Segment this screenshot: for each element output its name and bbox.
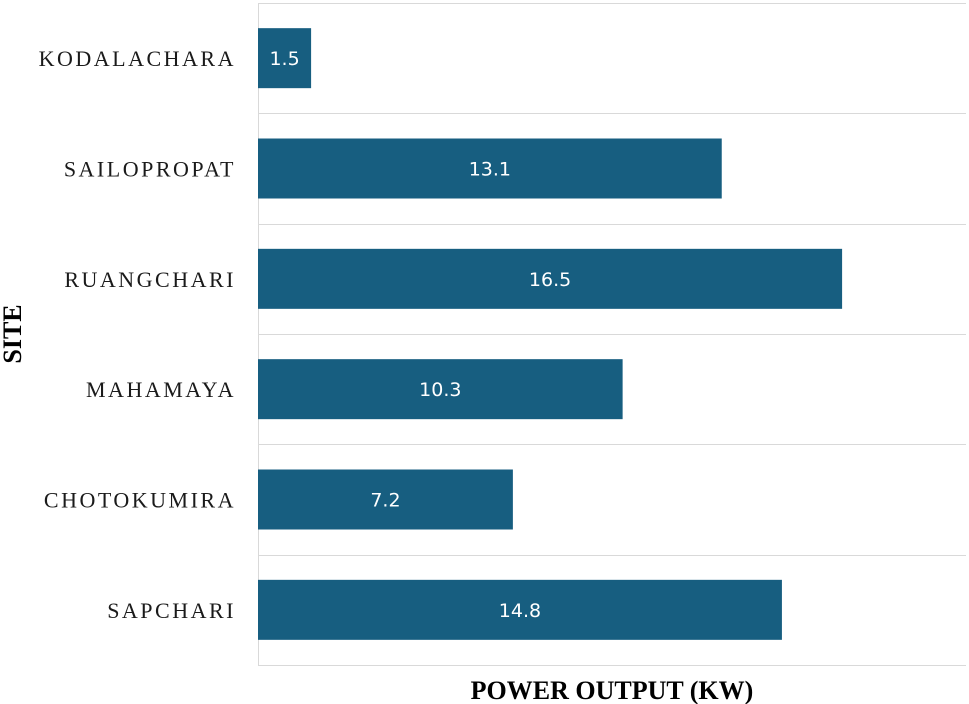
- category-label: KODALACHARA: [39, 46, 236, 71]
- category-label: CHOTOKUMIRA: [44, 488, 236, 513]
- data-label: 13.1: [469, 159, 511, 181]
- gridlines: [258, 3, 966, 666]
- bar: [258, 469, 513, 530]
- bar: [258, 138, 722, 199]
- bars: [258, 28, 843, 640]
- bar: [258, 248, 843, 309]
- bar: [258, 579, 782, 640]
- category-label: SAILOPROPAT: [64, 157, 236, 182]
- y-axis-title: SITE: [0, 304, 27, 363]
- data-label: 16.5: [529, 269, 571, 291]
- category-labels: KODALACHARA SAILOPROPAT RUANGCHARI MAHAMAYA…: [39, 46, 236, 623]
- category-label: SAPCHARI: [107, 598, 236, 623]
- data-labels: 1.5 13.1 16.5 10.3 7.2 14.8: [269, 48, 571, 622]
- data-label: 7.2: [370, 490, 400, 512]
- bar: [258, 359, 623, 420]
- category-label: MAHAMAYA: [86, 377, 236, 402]
- data-label: 14.8: [499, 600, 541, 622]
- category-label: RUANGCHARI: [64, 267, 236, 292]
- bar: [258, 28, 312, 89]
- x-axis-title: POWER OUTPUT (KW): [471, 676, 754, 704]
- data-label: 10.3: [419, 379, 461, 401]
- data-label: 1.5: [269, 48, 299, 70]
